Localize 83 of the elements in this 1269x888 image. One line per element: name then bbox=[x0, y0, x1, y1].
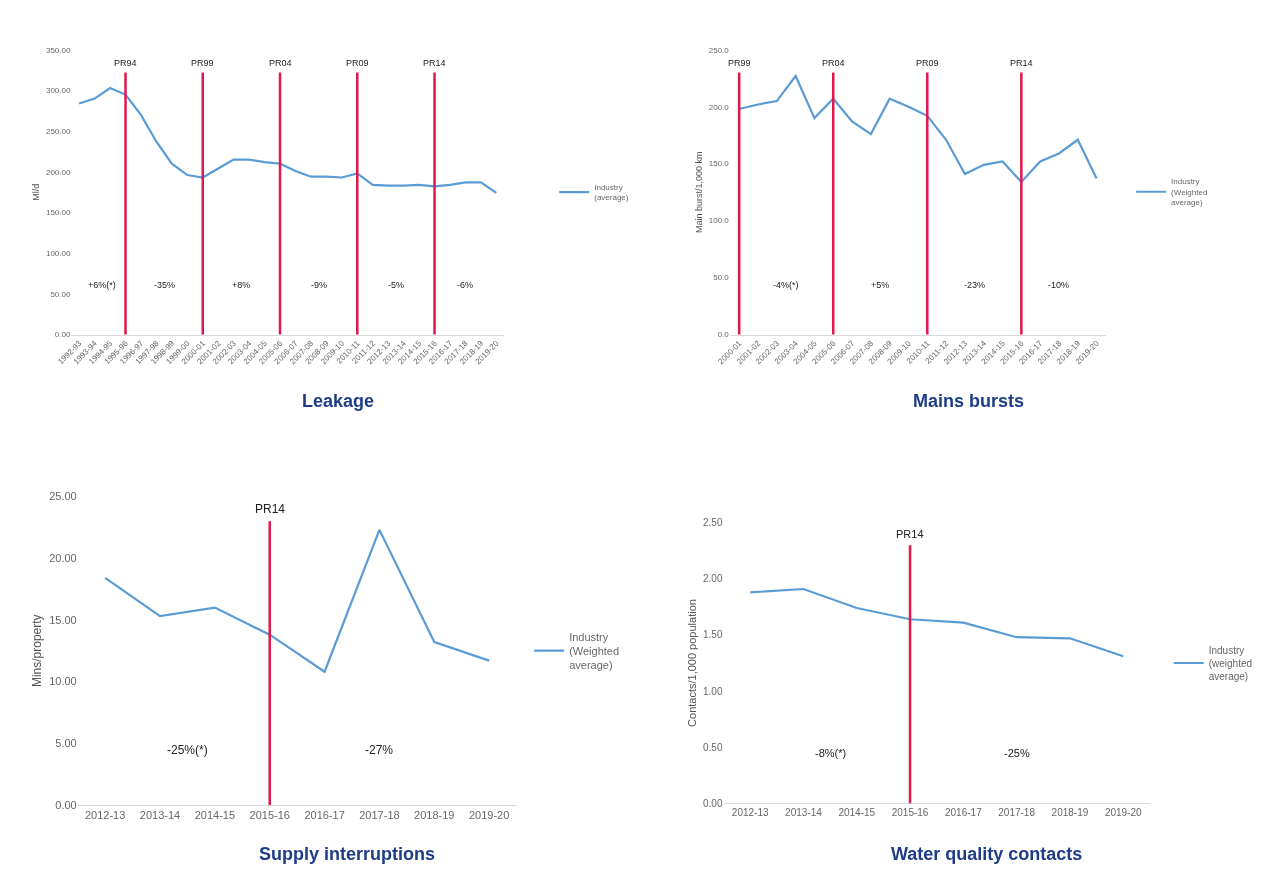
ref-line-label: PR14 bbox=[1010, 58, 1033, 68]
x-tick-label: 2017-18 bbox=[998, 807, 1036, 819]
x-tick-label: 2019-20 bbox=[1104, 807, 1143, 819]
annotation: -27% bbox=[365, 743, 394, 757]
ref-line-label: PR99 bbox=[728, 58, 751, 68]
annotation: -25% bbox=[1004, 747, 1030, 759]
ref-line-label: PR99 bbox=[191, 58, 214, 68]
x-tick-label: 2016-17 bbox=[944, 807, 983, 819]
y-tick-label: 15.00 bbox=[49, 613, 77, 626]
x-tick-label: 2013-14 bbox=[785, 807, 823, 819]
x-tick-label: 2014-15 bbox=[194, 809, 236, 822]
x-tick-label: 2017-18 bbox=[359, 809, 400, 822]
x-tick-label: 2012-13 bbox=[84, 809, 126, 822]
y-tick-label: 50.0 bbox=[713, 273, 730, 283]
x-tick-label: 2013-14 bbox=[139, 809, 181, 822]
y-tick-label: 2.50 bbox=[703, 517, 723, 529]
y-tick-label: 1.00 bbox=[703, 685, 723, 697]
line-series bbox=[749, 587, 1125, 658]
annotation: +8% bbox=[232, 280, 251, 290]
line-series bbox=[104, 528, 491, 673]
annotation: -25%(*) bbox=[167, 743, 208, 757]
legend-label: Industry (Weighted average) bbox=[1171, 177, 1208, 208]
ref-line-label: PR14 bbox=[896, 528, 924, 540]
y-tick-label: 10.00 bbox=[49, 675, 77, 688]
ref-line-label: PR04 bbox=[269, 58, 292, 68]
y-tick-label: 100.0 bbox=[708, 216, 730, 226]
text: Mains bursts bbox=[913, 391, 1025, 411]
y-tick-label: 0.50 bbox=[703, 741, 723, 753]
y-axis-title: Mins/property bbox=[30, 614, 45, 688]
annotation: +5% bbox=[871, 280, 890, 290]
y-tick-label: 150.00 bbox=[45, 208, 71, 218]
text: Leakage bbox=[302, 391, 375, 411]
annotation: -10% bbox=[1048, 280, 1070, 290]
annotation: -23% bbox=[964, 280, 986, 290]
x-tick-label: 2019-20 bbox=[468, 809, 510, 822]
annotation: -4%(*) bbox=[773, 280, 799, 290]
y-tick-label: 250.00 bbox=[45, 126, 71, 136]
annotation: -8%(*) bbox=[815, 747, 847, 759]
text: Water quality contacts bbox=[891, 844, 1083, 864]
y-tick-label: 150.0 bbox=[708, 159, 730, 169]
ref-line-label: PR04 bbox=[822, 58, 845, 68]
x-tick-label: 2012-13 bbox=[731, 807, 769, 819]
y-tick-label: 5.00 bbox=[55, 737, 77, 750]
ref-line-label: PR14 bbox=[255, 502, 286, 516]
y-tick-label: 0.00 bbox=[703, 797, 723, 809]
line-series bbox=[738, 74, 1098, 183]
text: Supply interruptions bbox=[259, 844, 436, 864]
y-tick-label: 100.00 bbox=[45, 248, 71, 258]
y-axis-title: Main burst/1,000 km bbox=[694, 151, 705, 233]
x-tick-label: 2018-19 bbox=[1051, 807, 1089, 819]
y-tick-label: 250.0 bbox=[708, 45, 730, 55]
y-tick-label: 0.0 bbox=[717, 330, 730, 340]
y-tick-label: 200.0 bbox=[708, 102, 730, 112]
y-tick-label: 0.00 bbox=[55, 798, 77, 811]
y-axis-title: Ml/d bbox=[31, 183, 42, 201]
y-tick-label: 50.00 bbox=[50, 289, 71, 299]
y-tick-label: 0.00 bbox=[54, 330, 71, 340]
legend-label: Industry (weighted average) bbox=[1208, 644, 1253, 682]
y-tick-label: 25.00 bbox=[49, 490, 77, 503]
ref-line-label: PR09 bbox=[346, 58, 369, 68]
annotation: -9% bbox=[311, 280, 328, 290]
annotation: -5% bbox=[388, 280, 405, 290]
y-tick-label: 1.50 bbox=[703, 629, 723, 641]
ref-line-label: PR09 bbox=[916, 58, 939, 68]
y-tick-label: 350.00 bbox=[45, 45, 71, 55]
ref-line-label: PR94 bbox=[114, 58, 137, 68]
y-tick-label: 2.00 bbox=[703, 573, 723, 585]
y-tick-label: 20.00 bbox=[49, 552, 77, 565]
y-tick-label: 300.00 bbox=[45, 86, 71, 96]
x-tick-label: 2015-16 bbox=[249, 809, 290, 822]
legend-label: Industry (average) bbox=[594, 182, 629, 203]
line-series bbox=[78, 86, 498, 195]
x-tick-label: 2014-15 bbox=[838, 807, 876, 819]
legend-label: Industry (Weighted average) bbox=[569, 630, 620, 672]
y-tick-label: 200.00 bbox=[45, 167, 71, 177]
y-axis-title: Contacts/1,000 population bbox=[685, 599, 698, 727]
x-tick-label: 2016-17 bbox=[304, 809, 345, 822]
x-tick-label: 2015-16 bbox=[891, 807, 929, 819]
annotation: -35% bbox=[154, 280, 176, 290]
annotation: -6% bbox=[457, 280, 474, 290]
x-tick-label: 2018-19 bbox=[414, 809, 455, 822]
ref-line-label: PR14 bbox=[423, 58, 446, 68]
annotation: +6%(*) bbox=[88, 280, 116, 290]
